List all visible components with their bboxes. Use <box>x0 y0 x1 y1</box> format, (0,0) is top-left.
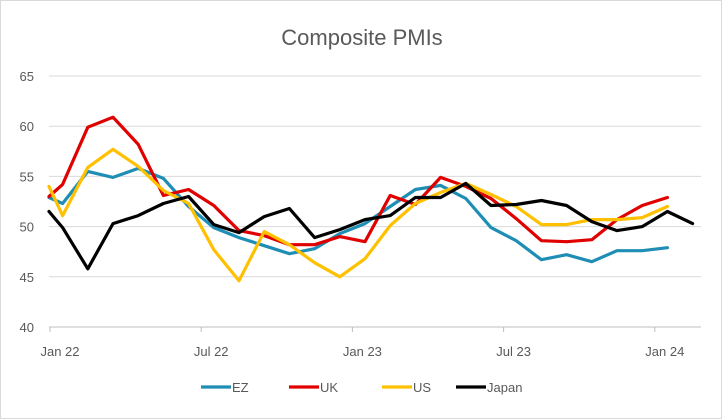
y-tick-label-55: 55 <box>20 169 34 184</box>
legend-label-us: US <box>413 380 431 395</box>
legend-label-uk: UK <box>320 380 338 395</box>
y-tick-label-40: 40 <box>20 320 34 335</box>
x-tick-label: Jul 23 <box>496 344 531 359</box>
x-tick-label: Jan 23 <box>343 344 382 359</box>
legend-label-japan: Japan <box>487 380 522 395</box>
legend: EZ UK US Japan <box>201 380 522 395</box>
x-tick-label: Jan 22 <box>40 344 79 359</box>
x-tick-label: Jan 24 <box>645 344 684 359</box>
series-lines <box>47 115 695 283</box>
y-tick-label-65: 65 <box>20 69 34 84</box>
y-tick-label-50: 50 <box>20 220 34 235</box>
chart-title: Composite PMIs <box>281 25 442 50</box>
series-line-japan <box>47 181 695 271</box>
gridlines <box>49 75 701 328</box>
axes: 40 45 50 55 60 65 Jan 22 Jul 22 Jan 23 Jul 23 Jan … <box>20 69 685 359</box>
series-line-uk <box>47 115 669 247</box>
series-line-us <box>47 147 669 283</box>
legend-label-ez: EZ <box>232 380 249 395</box>
y-tick-label-60: 60 <box>20 119 34 134</box>
y-tick-label-45: 45 <box>20 270 34 285</box>
x-tick-label: Jul 22 <box>194 344 229 359</box>
